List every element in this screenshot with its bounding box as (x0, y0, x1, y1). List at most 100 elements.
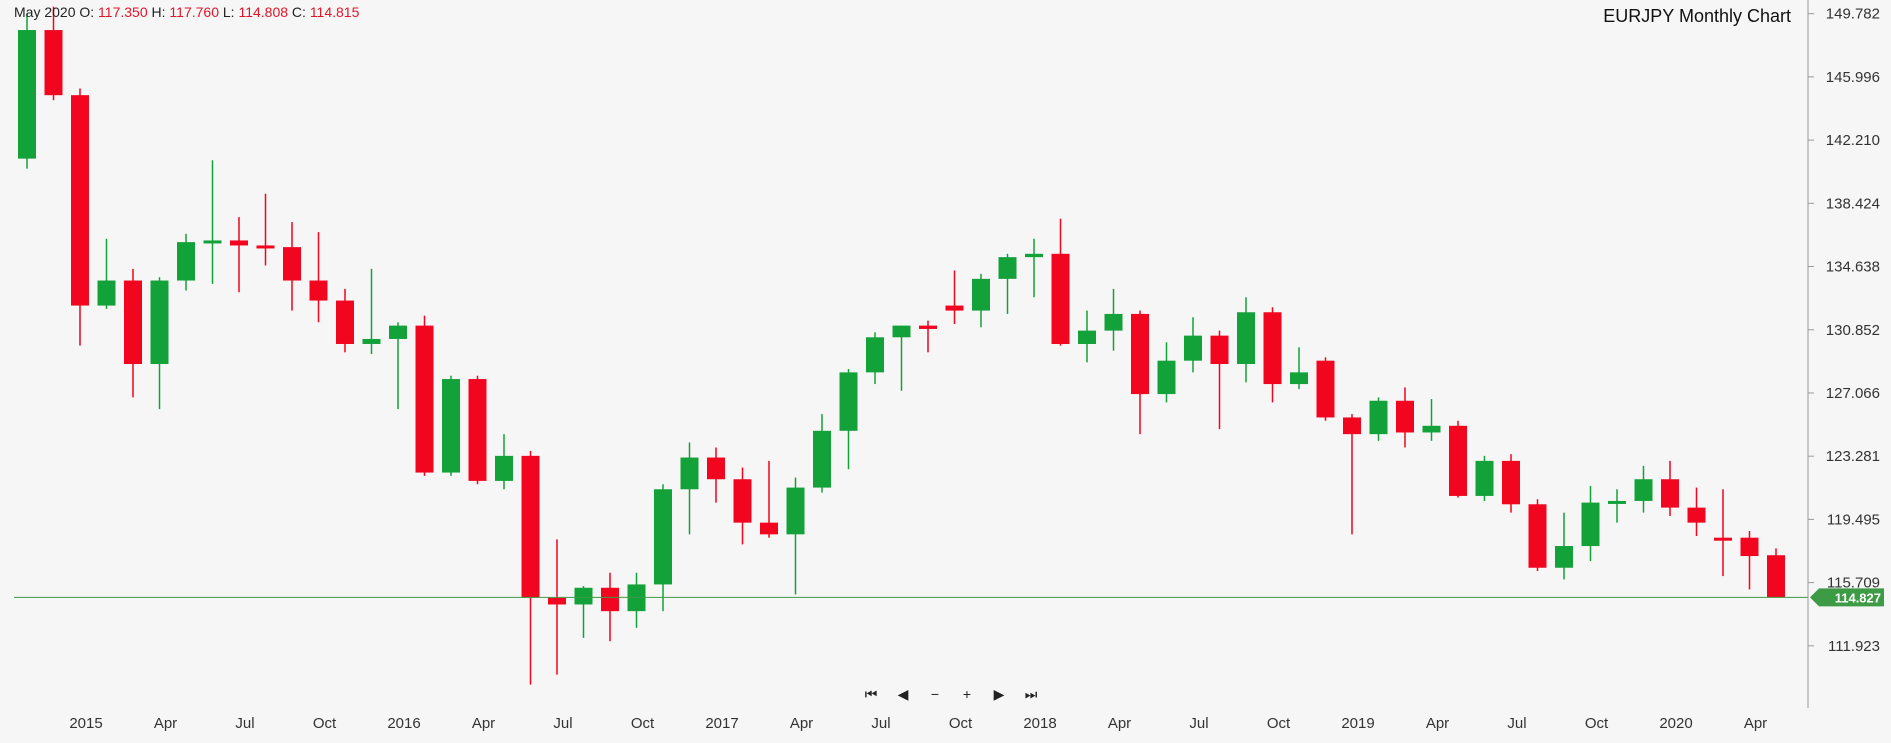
candle-body (177, 242, 195, 281)
candle (733, 467, 752, 545)
prev-icon[interactable]: ◀ (897, 686, 909, 702)
time-axis-ticks: 2015 Apr Jul Oct 2016 Apr Jul Oct 2017 Apr Jul Oct 2… (69, 715, 1767, 732)
candle (1422, 399, 1441, 441)
next-icon[interactable]: ▶ (993, 686, 1005, 702)
candle (283, 222, 301, 311)
candle (866, 332, 884, 385)
x-tick-label: Apr (1744, 715, 1767, 732)
last-price-tag: 114.827 (1810, 588, 1884, 607)
candle (97, 238, 116, 309)
candle-body (150, 280, 169, 365)
candle-body (44, 30, 63, 96)
candle (627, 572, 646, 628)
candle (707, 447, 725, 503)
candle-body (18, 30, 36, 159)
candle (389, 322, 407, 410)
x-tick-label: Apr (1426, 715, 1449, 732)
candle-body (1528, 504, 1547, 568)
ohlc-close-value: 114.815 (309, 4, 360, 20)
candle-body (1475, 460, 1494, 496)
zoom-in-icon[interactable]: + (962, 686, 972, 702)
ohlc-open-label: O: (79, 4, 95, 20)
x-tick-label: Apr (154, 715, 177, 732)
candles-layer (18, 6, 1785, 685)
candle (1369, 397, 1388, 441)
x-tick-label: Jul (235, 715, 254, 732)
candle-body (442, 379, 460, 473)
candle-body (1502, 460, 1520, 505)
y-tick-label: 111.923 (1828, 638, 1880, 655)
candle (1290, 347, 1308, 390)
candle-body (574, 587, 593, 605)
candle-body (1555, 546, 1573, 568)
candle (309, 232, 328, 323)
candle (1767, 548, 1785, 598)
candle-body (230, 240, 248, 246)
candle (1184, 317, 1202, 373)
candle-body (256, 245, 275, 249)
candle (1608, 489, 1626, 523)
candle (1157, 342, 1176, 403)
candle (1661, 460, 1679, 516)
candle (442, 375, 460, 476)
candle (1581, 485, 1600, 562)
candle-body (1449, 425, 1467, 496)
candle (1343, 414, 1361, 535)
first-icon[interactable]: ⏮ (864, 686, 878, 702)
candle (1634, 465, 1653, 513)
candle (945, 270, 964, 324)
candle (1396, 387, 1414, 448)
candle (892, 325, 911, 391)
candle (1555, 512, 1573, 580)
last-icon[interactable]: ⏭ (1024, 686, 1038, 702)
candle (1316, 357, 1335, 421)
candle (1740, 531, 1759, 590)
candle-body (1157, 360, 1176, 395)
y-tick-label: 123.281 (1826, 448, 1880, 465)
candle-body (1608, 500, 1626, 504)
last-price-tag-shape (1810, 588, 1884, 607)
candle (813, 414, 831, 493)
candle (1025, 238, 1043, 298)
candle-body (680, 457, 699, 490)
candle (1104, 288, 1123, 351)
candle-body (97, 280, 116, 306)
y-tick-label: 115.709 (1827, 575, 1880, 592)
zoom-out-icon[interactable]: − (930, 686, 940, 702)
x-tick-label: 2015 (69, 715, 102, 732)
x-tick-label: Apr (1108, 715, 1131, 732)
candle-body (601, 587, 619, 612)
candle-body (1237, 312, 1255, 365)
y-tick-label: 145.996 (1826, 69, 1880, 86)
candle (1237, 297, 1255, 383)
candle-body (495, 455, 513, 481)
ohlc-low-label: L: (222, 4, 235, 20)
candle-body (1184, 335, 1202, 361)
candle-body (1131, 313, 1149, 395)
candle (760, 460, 778, 538)
candle (972, 273, 990, 328)
candle-body (733, 479, 752, 523)
candle-body (71, 95, 89, 306)
candle (601, 572, 619, 642)
candle-body (892, 325, 911, 338)
candle (654, 484, 672, 612)
candle-body (786, 487, 805, 535)
y-tick-label: 138.424 (1826, 195, 1880, 212)
candle (1131, 310, 1149, 435)
ohlc-low-value: 114.808 (238, 4, 289, 20)
candle (468, 375, 487, 485)
candle-body (813, 430, 831, 488)
candle-body (283, 247, 301, 281)
candle-body (362, 338, 381, 344)
candle (919, 320, 937, 353)
candle (1528, 499, 1547, 572)
x-tick-label: 2020 (1659, 715, 1692, 732)
candle (1078, 310, 1096, 363)
candle-body (415, 325, 434, 473)
candle (1210, 330, 1229, 430)
ohlc-high-value: 117.760 (169, 4, 219, 20)
x-tick-label: Apr (790, 715, 813, 732)
